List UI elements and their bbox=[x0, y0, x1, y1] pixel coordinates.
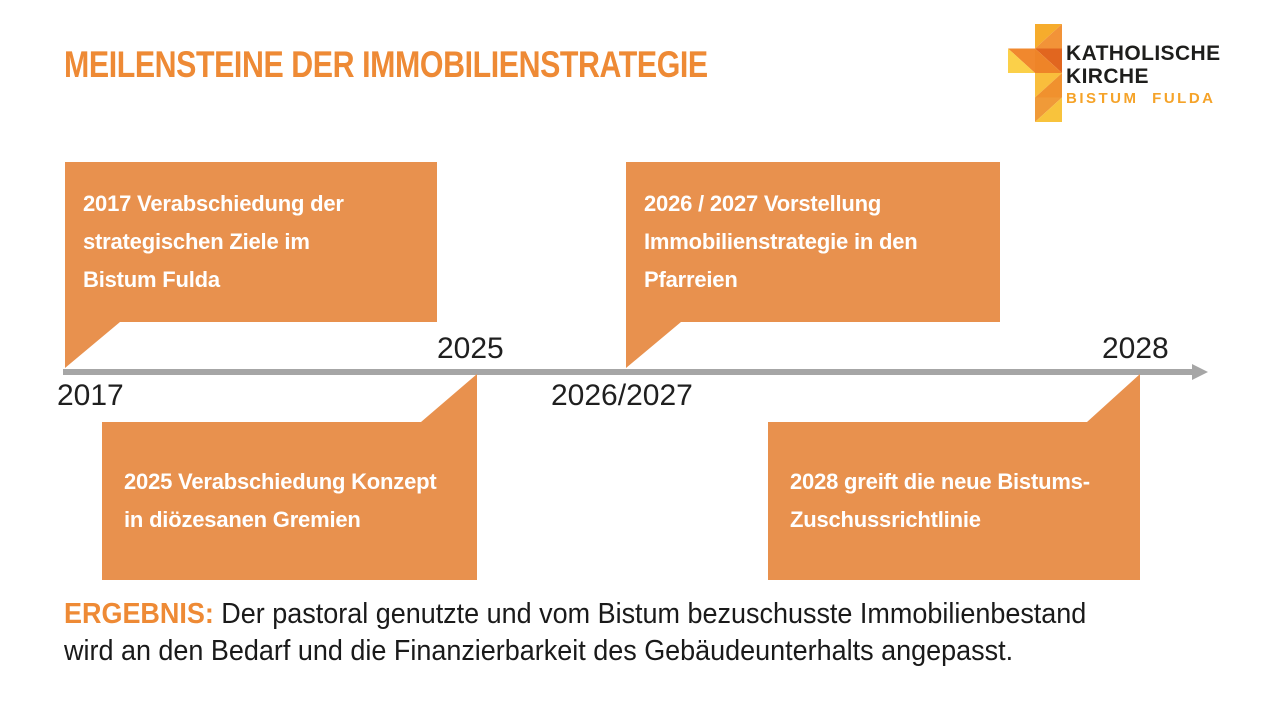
logo-name-line1: KATHOLISCHE bbox=[1066, 42, 1221, 65]
year-label-2026-2027: 2026/2027 bbox=[551, 379, 693, 412]
result-text-2: wird an den Bedarf und die Finanzierbark… bbox=[64, 635, 1014, 667]
callout-2017-text: 2017 Verabschiedung der strategischen Zi… bbox=[65, 162, 437, 322]
callout-2028-text: 2028 greift die neue Bistums- Zuschussri… bbox=[768, 422, 1140, 580]
callout-text-line: in diözesanen Gremien bbox=[124, 507, 361, 532]
callout-text-line: 2025 Verabschiedung Konzept bbox=[124, 469, 437, 494]
callout-2025: 2025 Verabschiedung Konzept in diözesane… bbox=[102, 374, 477, 580]
logo-organization-name: KATHOLISCHE KIRCHE bbox=[1066, 42, 1221, 88]
result-label: ERGEBNIS: bbox=[64, 598, 214, 630]
year-label-2025: 2025 bbox=[437, 332, 504, 365]
callout-2028: 2028 greift die neue Bistums- Zuschussri… bbox=[768, 374, 1140, 580]
callout-text-line: strategischen Ziele im bbox=[83, 229, 310, 254]
callout-2026-2027: 2026 / 2027 Vorstellung Immobilienstrate… bbox=[626, 162, 1000, 368]
logo-subtitle: BISTUM FULDA bbox=[1066, 90, 1216, 107]
callout-text-line: 2026 / 2027 Vorstellung bbox=[644, 191, 882, 216]
callout-text-line: 2028 greift die neue Bistums- bbox=[790, 469, 1090, 494]
logo-name-line2: KIRCHE bbox=[1066, 65, 1149, 88]
callout-2017: 2017 Verabschiedung der strategischen Zi… bbox=[65, 162, 437, 368]
callout-text-line: Bistum Fulda bbox=[83, 267, 220, 292]
faceted-cross-icon bbox=[1008, 24, 1062, 122]
result-text-1: Der pastoral genutzte und vom Bistum bez… bbox=[221, 598, 1087, 630]
callout-text-line: Pfarreien bbox=[644, 267, 738, 292]
result-statement: ERGEBNIS: Der pastoral genutzte und vom B… bbox=[64, 596, 1163, 670]
callout-text-line: Zuschussrichtlinie bbox=[790, 507, 981, 532]
result-line-2: wird an den Bedarf und die Finanzierbark… bbox=[64, 633, 1086, 670]
timeline-arrowhead-icon bbox=[1192, 364, 1208, 380]
page-title: MEILENSTEINE DER IMMOBILIENSTRATEGIE bbox=[64, 44, 708, 85]
year-label-2017: 2017 bbox=[57, 379, 124, 412]
callout-text-line: 2017 Verabschiedung der bbox=[83, 191, 344, 216]
callout-2025-text: 2025 Verabschiedung Konzept in diözesane… bbox=[102, 422, 477, 580]
result-line-1: ERGEBNIS: Der pastoral genutzte und vom B… bbox=[64, 596, 1086, 633]
callout-text-line: Immobilienstrategie in den bbox=[644, 229, 918, 254]
diocese-logo: KATHOLISCHE KIRCHE BISTUM FULDA bbox=[1008, 24, 1224, 124]
callout-2026-2027-text: 2026 / 2027 Vorstellung Immobilienstrate… bbox=[626, 162, 1000, 322]
timeline-axis bbox=[63, 369, 1192, 375]
year-label-2028: 2028 bbox=[1102, 332, 1169, 365]
